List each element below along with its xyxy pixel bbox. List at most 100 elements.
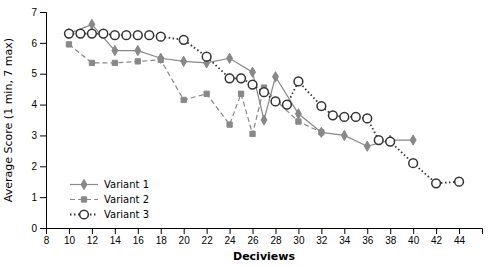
legend-marker <box>81 197 86 202</box>
point <box>341 130 347 140</box>
tick-mark <box>367 228 368 234</box>
tick-label: 7 <box>31 7 37 18</box>
series-line <box>69 44 321 133</box>
tick-mark <box>138 228 139 234</box>
tick-label: 44 <box>454 235 466 246</box>
tick-mark <box>390 228 391 234</box>
tick: 32 <box>316 228 328 246</box>
tick-label: 30 <box>293 235 305 246</box>
point <box>294 77 303 86</box>
point <box>204 91 209 96</box>
point <box>122 31 131 40</box>
tick-label: 14 <box>110 235 122 246</box>
point <box>432 179 441 188</box>
tick-label: 36 <box>362 235 374 246</box>
tick-mark <box>207 228 208 234</box>
tick: 22 <box>202 228 214 246</box>
tick-label: 26 <box>247 235 259 246</box>
point <box>340 113 349 122</box>
marks <box>65 19 464 187</box>
point <box>237 74 246 83</box>
point <box>225 74 234 83</box>
tick: 14 <box>110 228 122 246</box>
y-axis-title: Average Score (1 min, 7 max) <box>2 38 15 202</box>
point <box>76 29 85 38</box>
point <box>351 113 360 122</box>
tick: 1 <box>31 192 46 203</box>
tick-mark <box>321 228 322 234</box>
point <box>202 52 211 61</box>
tick-label: 12 <box>87 235 99 246</box>
point <box>66 42 71 47</box>
tick: 28 <box>270 228 282 246</box>
tick: 36 <box>362 228 374 246</box>
x-axis-title: Deciviews <box>233 250 295 263</box>
legend-item: Variant 2 <box>70 194 149 205</box>
tick: 3 <box>31 130 46 141</box>
tick-mark <box>413 228 414 234</box>
tick-mark <box>40 166 46 167</box>
series-line <box>69 24 413 146</box>
point <box>455 177 464 186</box>
tick-label: 4 <box>31 99 37 110</box>
point <box>386 137 395 146</box>
point <box>328 111 337 120</box>
tick: 42 <box>431 228 443 246</box>
tick: 38 <box>385 228 397 246</box>
tick-label: 42 <box>431 235 443 246</box>
tick-mark <box>69 228 70 234</box>
point <box>238 91 243 96</box>
point <box>181 97 186 102</box>
tick-mark <box>298 228 299 234</box>
tick-label: 20 <box>179 235 191 246</box>
point <box>410 135 416 145</box>
axis-line <box>47 229 483 235</box>
point <box>273 72 279 82</box>
tick: 18 <box>156 228 168 246</box>
tick: 8 <box>44 228 50 246</box>
tick-mark <box>436 228 437 234</box>
tick-label: 16 <box>133 235 145 246</box>
tick: 44 <box>454 228 466 246</box>
point <box>99 29 108 38</box>
tick-label: 38 <box>385 235 397 246</box>
legend-label: Variant 2 <box>104 194 149 205</box>
y-axis: 01234567 <box>31 7 46 234</box>
point <box>317 102 326 111</box>
point <box>227 122 232 127</box>
tick-label: 24 <box>225 235 237 246</box>
tick: 4 <box>31 99 46 110</box>
tick-mark <box>40 197 46 198</box>
legend: Variant 1 Variant 2 Variant 3 <box>70 179 149 220</box>
tick: 5 <box>31 68 46 79</box>
point <box>112 60 117 65</box>
tick-label: 1 <box>31 192 37 203</box>
point <box>88 29 97 38</box>
legend-label: Variant 3 <box>104 209 149 220</box>
point <box>65 29 74 38</box>
tick: 10 <box>64 228 76 246</box>
point <box>374 136 383 145</box>
tick-mark <box>40 228 46 229</box>
tick-label: 2 <box>31 161 37 172</box>
point <box>156 32 165 41</box>
point <box>364 141 370 151</box>
tick: 24 <box>225 228 237 246</box>
tick: 12 <box>87 228 99 246</box>
tick-mark <box>40 135 46 136</box>
point <box>250 131 255 136</box>
tick: 2 <box>31 161 46 172</box>
tick-mark <box>344 228 345 234</box>
tick-mark <box>92 228 93 234</box>
legend-marker <box>81 179 87 189</box>
tick: 30 <box>293 228 305 246</box>
tick: 6 <box>31 38 46 49</box>
tick-mark <box>161 228 162 234</box>
tick-mark <box>459 228 460 234</box>
point <box>363 114 372 123</box>
point <box>283 100 292 109</box>
tick: 34 <box>339 228 351 246</box>
tick-label: 5 <box>31 68 37 79</box>
tick-mark <box>40 74 46 75</box>
legend-item: Variant 1 <box>70 179 149 190</box>
